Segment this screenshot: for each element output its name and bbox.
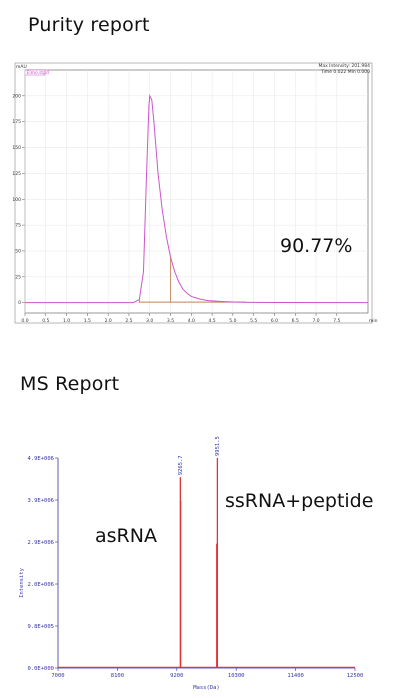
y-tick-label: 75	[15, 223, 21, 229]
y-tick-label: 3.9E+006	[28, 498, 55, 504]
x-axis-label: Mass(Da)	[193, 685, 220, 691]
y-axis-label: Intensity	[19, 567, 25, 597]
x-tick-label: 2.5	[125, 318, 132, 324]
y-tick-label: 200	[12, 93, 21, 99]
x-tick-label: 3.5	[167, 318, 174, 324]
x-tick-label: 8100	[111, 673, 124, 679]
x-tick-label: 5.5	[250, 318, 257, 324]
x-tick-label: 7.5	[333, 318, 340, 324]
y-tick-label: 0	[18, 300, 21, 306]
purity-percentage: 90.77%	[280, 235, 352, 257]
x-tick-label: 7000	[51, 673, 64, 679]
y-tick-label: 0.0E+000	[28, 666, 55, 672]
peak-mass-label: 9265.7	[178, 455, 184, 475]
x-tick-label: 5.0	[229, 318, 236, 324]
y-tick-label: 2.0E+006	[28, 582, 55, 588]
asrna-annotation: asRNA	[95, 525, 157, 547]
y-tick-label: 2.9E+006	[28, 540, 55, 546]
x-tick-label: 0.5	[42, 318, 49, 324]
ssrna-peptide-annotation: ssRNA+peptide	[225, 490, 373, 512]
y-tick-label: 150	[12, 145, 21, 151]
y-tick-label: 175	[12, 119, 21, 125]
x-tick-label: 9200	[170, 673, 183, 679]
x-unit-label: min	[369, 318, 378, 324]
purity-report-title: Purity report	[28, 14, 150, 36]
peak-mass-label: 9951.5	[215, 436, 221, 456]
y-tick-label: 4.9E+006	[28, 456, 55, 462]
y-tick-label: 50	[15, 248, 21, 254]
plot-area	[24, 69, 369, 314]
time-label: Time 0.022 Min 0.000	[320, 69, 370, 75]
chromatogram-trace	[25, 94, 369, 304]
x-tick-label: 1.5	[84, 318, 91, 324]
x-tick-label: 1.0	[63, 318, 70, 324]
x-tick-label: 6.5	[292, 318, 299, 324]
x-tick-label: 6.0	[271, 318, 278, 324]
x-tick-label: 3.0	[146, 318, 153, 324]
y-unit-label: mAU	[16, 64, 27, 70]
x-tick-label: 4.0	[188, 318, 195, 324]
x-tick-label: 2.0	[105, 318, 112, 324]
x-tick-label: 12500	[347, 673, 364, 679]
x-tick-label: 10300	[228, 673, 245, 679]
ms-report-title: MS Report	[20, 373, 120, 395]
y-tick-label: 25	[15, 274, 21, 280]
y-tick-label: 9.8E+005	[28, 624, 55, 630]
x-tick-label: 7.0	[312, 318, 319, 324]
x-tick-label: 4.5	[209, 318, 216, 324]
y-tick-label: 100	[12, 197, 21, 203]
x-tick-label: 0.0	[21, 318, 28, 324]
y-tick-label: 125	[12, 171, 21, 177]
legend-label: Elmo.stpd	[27, 70, 50, 76]
max-intensity-label: Max Intensity: 201.984	[318, 63, 370, 69]
x-tick-label: 11400	[287, 673, 304, 679]
